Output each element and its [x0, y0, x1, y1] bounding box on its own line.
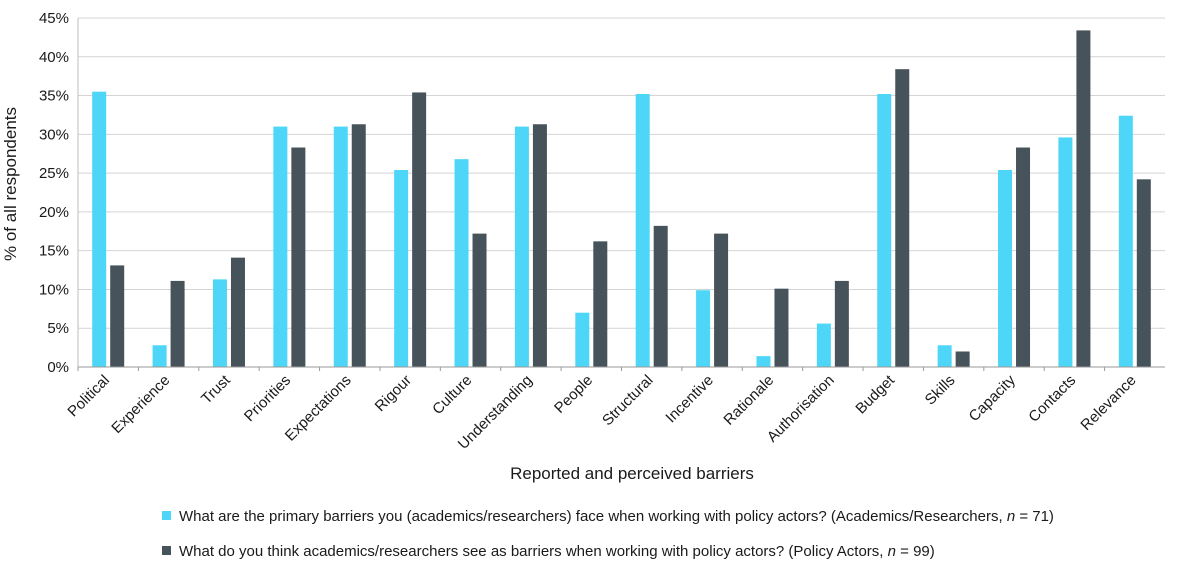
bar-policy-actors [774, 288, 789, 367]
bars [92, 30, 1151, 368]
bar-policy-actors [955, 351, 970, 367]
x-tick-label: Culture [429, 372, 475, 418]
bar-policy-actors [532, 124, 547, 367]
x-tick-label: People [551, 372, 596, 417]
bar-policy-actors [472, 233, 487, 367]
bar-academics [1058, 137, 1073, 367]
y-tick-label: 45% [39, 10, 69, 27]
bar-policy-actors [1076, 30, 1091, 368]
y-tick-label: 20% [39, 204, 69, 221]
x-tick-label: Capacity [966, 371, 1020, 425]
bar-academics [756, 356, 771, 367]
y-axis-label: % of all respondents [1, 107, 20, 261]
x-tick-label: Incentive [662, 372, 716, 426]
chart-canvas: 0% 5% 10% 15% 20% 25% 30% 35% 40% 45% PoliticalExp… [1, 10, 1165, 483]
bar-policy-actors [593, 241, 608, 367]
x-tick-label: Relevance [1077, 372, 1139, 434]
bar-policy-actors [834, 280, 849, 367]
bar-academics [816, 323, 831, 367]
x-tick-label: Experience [108, 372, 173, 437]
x-tick-label: Rigour [372, 372, 415, 415]
x-tick-label: Skills [922, 372, 959, 409]
axes: 0% 5% 10% 15% 20% 25% 30% 35% 40% 45% PoliticalExp… [39, 10, 1165, 453]
legend-label-policy-actors: What do you think academics/researchers … [179, 543, 888, 560]
bar-policy-actors [170, 280, 185, 367]
bar-academics [212, 279, 227, 367]
bar-policy-actors [653, 225, 668, 367]
bar-academics [152, 345, 167, 367]
x-tick-label: Structural [599, 372, 656, 429]
legend-entry-academics: What are the primary barriers you (acade… [162, 508, 1054, 526]
bar-academics [937, 345, 952, 367]
y-tick-label: 10% [39, 281, 69, 298]
y-tick-label: 30% [39, 126, 69, 143]
gridlines [78, 17, 1165, 329]
bar-policy-actors [351, 124, 366, 367]
legend-swatch-academics [162, 511, 171, 520]
bar-academics [394, 170, 409, 367]
legend-n-academics: n [1006, 508, 1016, 525]
y-tick-label: 15% [39, 243, 69, 260]
y-tick-label: 40% [39, 49, 69, 66]
legend-label-academics: What are the primary barriers you (acade… [179, 508, 1007, 525]
bar-academics [635, 94, 650, 367]
y-tick-label: 5% [47, 320, 69, 337]
bar-policy-actors [1136, 179, 1151, 367]
bar-academics [514, 126, 529, 367]
legend-n-policy-actors: n [887, 543, 896, 560]
bar-policy-actors [1016, 147, 1031, 367]
y-tick-label: 35% [39, 88, 69, 105]
legend-entry-policy-actors: What do you think academics/researchers … [162, 543, 935, 561]
bar-policy-actors [714, 233, 729, 367]
x-axis-label: Reported and perceived barriers [510, 464, 754, 483]
legend-swatch-policy-actors [162, 546, 171, 555]
y-tick-label: 25% [39, 165, 69, 182]
bar-policy-actors [110, 265, 125, 367]
bar-academics [998, 170, 1013, 367]
bar-academics [454, 159, 469, 367]
x-tick-label: Budget [852, 371, 898, 417]
bar-academics [575, 312, 590, 367]
y-tick-label: 0% [47, 359, 69, 376]
bar-policy-actors [895, 69, 910, 367]
bar-academics [273, 126, 288, 367]
bar-academics [333, 126, 348, 367]
x-tick-label: Rationale [720, 372, 777, 429]
bar-policy-actors [291, 147, 306, 367]
bar-policy-actors [412, 92, 427, 367]
bar-academics [1118, 115, 1133, 367]
bar-academics [696, 290, 711, 367]
legend-count-academics: = 71) [1015, 508, 1054, 525]
x-tick-label: Contacts [1025, 372, 1079, 426]
x-tick-label: Political [64, 372, 113, 421]
x-tick-label: Trust [198, 371, 234, 407]
legend-count-policy-actors: = 99) [895, 543, 935, 560]
x-tick-label: Priorities [241, 372, 294, 425]
bar-academics [92, 91, 107, 367]
bar-policy-actors [230, 257, 245, 367]
bar-academics [877, 94, 892, 367]
